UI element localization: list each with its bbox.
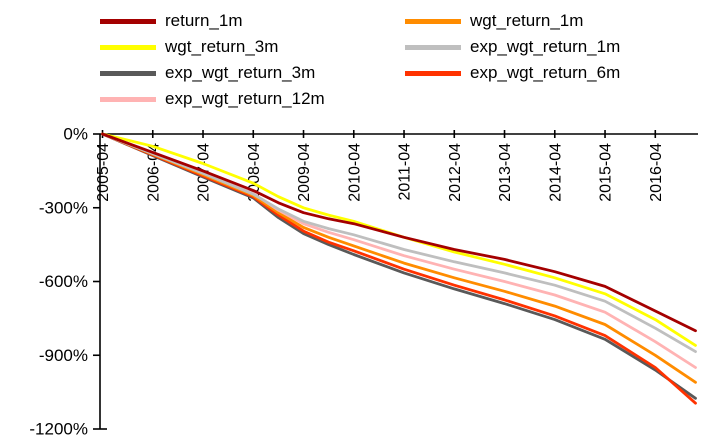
y-tick-label: -300% bbox=[39, 198, 88, 217]
legend-line-marker-icon bbox=[100, 18, 156, 24]
legend-line-marker-icon bbox=[100, 96, 156, 102]
x-tick-label: 2010-04 bbox=[346, 143, 363, 202]
legend-line-marker-icon bbox=[405, 70, 461, 76]
y-tick-label: 0% bbox=[63, 125, 88, 144]
y-tick-label: -900% bbox=[39, 346, 88, 365]
x-tick-label: 2005-04 bbox=[95, 143, 112, 202]
x-tick-label: 2013-04 bbox=[497, 143, 514, 202]
x-tick-label: 2016-04 bbox=[648, 143, 665, 202]
y-tick-label: -600% bbox=[39, 272, 88, 291]
legend-item-exp_wgt_return_3m: exp_wgt_return_3m bbox=[100, 60, 405, 86]
legend-line-marker-icon bbox=[100, 70, 156, 76]
x-tick-label: 2014-04 bbox=[547, 143, 564, 202]
series-exp_wgt_return_1m bbox=[101, 132, 697, 354]
series-wgt_return_3m bbox=[101, 132, 697, 347]
y-axis: 0% -300% -600% -900% -1200% bbox=[29, 125, 100, 439]
legend-label: wgt_return_3m bbox=[165, 37, 279, 56]
legend-label: return_1m bbox=[165, 11, 243, 30]
legend-label: wgt_return_1m bbox=[470, 11, 584, 30]
legend-item-return_1m: return_1m bbox=[100, 8, 405, 34]
legend-label: exp_wgt_return_12m bbox=[165, 89, 325, 108]
legend-label: exp_wgt_return_3m bbox=[165, 63, 316, 82]
legend-item-exp_wgt_return_6m: exp_wgt_return_6m bbox=[405, 60, 705, 86]
plot-lines bbox=[101, 132, 697, 405]
y-tick-label: -1200% bbox=[29, 420, 88, 439]
legend-item-wgt_return_3m: wgt_return_3m bbox=[100, 34, 405, 60]
x-tick-label: 2011-04 bbox=[397, 143, 414, 201]
legend-label: exp_wgt_return_6m bbox=[470, 63, 621, 82]
x-tick-label: 2015-04 bbox=[598, 143, 615, 202]
legend-line-marker-icon bbox=[100, 44, 156, 50]
line-chart: 0%-300%-600%-900%-1200%2005-04 2006-04 200… bbox=[29, 125, 698, 439]
legend-line-marker-icon bbox=[405, 18, 461, 24]
legend-item-exp_wgt_return_12m: exp_wgt_return_12m bbox=[100, 86, 405, 112]
x-tick-label: 2009-04 bbox=[296, 143, 313, 202]
legend-line-marker-icon bbox=[405, 44, 461, 50]
chart-legend: return_1m wgt_return_1m wgt_return_3m exp_w… bbox=[0, 0, 714, 112]
x-tick-label: 2012-04 bbox=[447, 143, 464, 202]
legend-item-exp_wgt_return_1m: exp_wgt_return_1m bbox=[405, 34, 705, 60]
series-return_1m bbox=[101, 132, 697, 333]
legend-label: exp_wgt_return_1m bbox=[470, 37, 621, 56]
legend-item-wgt_return_1m: wgt_return_1m bbox=[405, 8, 705, 34]
